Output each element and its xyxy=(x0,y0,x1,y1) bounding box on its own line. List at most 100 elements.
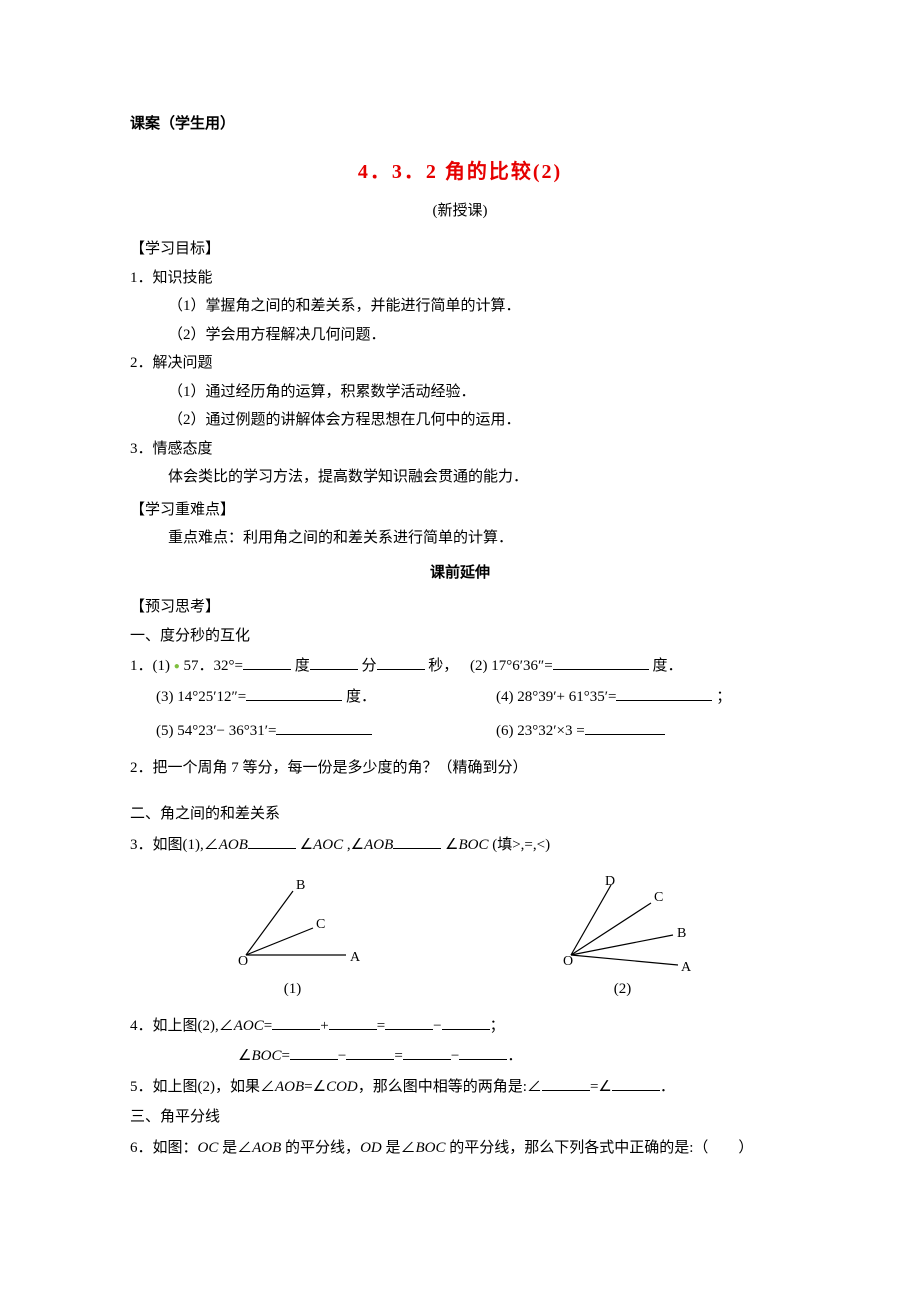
q4-minus: − xyxy=(433,1018,441,1034)
difficulty-heading: 【学习重难点】 xyxy=(130,496,790,525)
blank xyxy=(377,654,425,670)
q3-a3: AOB xyxy=(364,837,393,853)
blank xyxy=(248,833,296,849)
q6-t2: 的平分线， xyxy=(281,1140,360,1156)
svg-text:B: B xyxy=(677,926,686,941)
q1-p4a: (4) 28°39′+ 61°35′= xyxy=(496,689,616,705)
q1-row1: 1．(1) ● 57．32°= 度 分 秒， (2) 17°6′36″= 度． xyxy=(130,652,790,681)
q4-eq2: = xyxy=(377,1018,385,1034)
q1-p1a: 57．32°= xyxy=(184,658,243,674)
pre-heading: 课前延伸 xyxy=(130,559,790,588)
q4-eq3: = xyxy=(281,1048,289,1064)
goals-s1-h: 1．知识技能 xyxy=(130,264,790,293)
q4-eq4: = xyxy=(394,1048,402,1064)
page-title: 4．3．2 角的比较(2) xyxy=(130,153,790,191)
q4-dot: ． xyxy=(507,1048,522,1064)
blank xyxy=(290,1044,338,1060)
blank xyxy=(585,719,665,735)
q1-p1d: 秒， xyxy=(428,658,458,674)
q2: 2．把一个周角 7 等分，每一份是多少度的角？（精确到分） xyxy=(130,754,790,783)
goals-s1-i2: （2）学会用方程解决几何问题． xyxy=(130,321,790,350)
q1-p3b: 度． xyxy=(346,689,376,705)
blank xyxy=(329,1014,377,1030)
q4-a: AOC xyxy=(234,1018,264,1034)
q1-p1c: 分 xyxy=(362,658,377,674)
goals-s2-i1: （1）通过经历角的运算，积累数学活动经验． xyxy=(130,378,790,407)
blank xyxy=(393,833,441,849)
blank xyxy=(243,654,291,670)
preview-heading: 【预习思考】 xyxy=(130,593,790,622)
marker-icon: ● xyxy=(174,661,180,672)
q5-a: AOB xyxy=(275,1079,304,1095)
q1-row2: (3) 14°25′12″= 度． (4) 28°39′+ 61°35′= ； xyxy=(130,683,790,712)
q3-a2: AOC xyxy=(313,837,343,853)
q6: 6．如图：OC 是∠AOB 的平分线，OD 是∠BOC 的平分线，那么下列各式中… xyxy=(130,1134,790,1163)
q1-row3: (5) 54°23′− 36°31′= (6) 23°32′×3 = xyxy=(130,717,790,746)
q6-lead: 6．如图： xyxy=(130,1140,198,1156)
goals-heading: 【学习目标】 xyxy=(130,235,790,264)
q4-semi: ； xyxy=(490,1018,505,1034)
goals-s3-h: 3．情感态度 xyxy=(130,435,790,464)
section-b: 二、角之间的和差关系 xyxy=(130,800,790,829)
q1-p2b: 度． xyxy=(652,658,682,674)
q4-lead2: ∠ xyxy=(238,1048,251,1064)
svg-text:A: A xyxy=(681,960,692,973)
q5-mid: ，那么图中相等的两角是:∠ xyxy=(358,1079,542,1095)
svg-text:A: A xyxy=(350,950,361,965)
q1-p2a: (2) 17°6′36″= xyxy=(470,658,553,674)
blank xyxy=(542,1075,590,1091)
q6-boc: BOC xyxy=(416,1140,446,1156)
q3-m3: ∠ xyxy=(445,837,458,853)
q3-lead: 3．如图(1),∠ xyxy=(130,837,219,853)
q4-plus: + xyxy=(320,1018,328,1034)
page-subtitle: (新授课) xyxy=(130,197,790,226)
difficulty-text: 重点难点：利用角之间的和差关系进行简单的计算． xyxy=(130,524,790,553)
q4-eq: = xyxy=(264,1018,272,1034)
q1-p6a: (6) 23°32′×3 = xyxy=(496,723,585,739)
blank xyxy=(403,1044,451,1060)
blank xyxy=(272,1014,320,1030)
blank xyxy=(385,1014,433,1030)
svg-text:C: C xyxy=(654,890,663,905)
q4-line1: 4．如上图(2),∠AOC=+=−； xyxy=(130,1012,790,1041)
q5-eq: =∠ xyxy=(304,1079,326,1095)
q4-lead: 4．如上图(2),∠ xyxy=(130,1018,234,1034)
goals-s3-i1: 体会类比的学习方法，提高数学知识融会贯通的能力． xyxy=(130,463,790,492)
q5-eq2: =∠ xyxy=(590,1079,612,1095)
q1-lead: 1．(1) xyxy=(130,658,174,674)
blank xyxy=(346,1044,394,1060)
q6-od: OD xyxy=(360,1140,382,1156)
blank xyxy=(246,685,342,701)
q3-m1: ∠ xyxy=(300,837,313,853)
q6-oc: OC xyxy=(198,1140,219,1156)
q6-t4: 的平分线，那么下列各式中正确的是:（ ） xyxy=(446,1140,754,1156)
q5-b: COD xyxy=(326,1079,358,1095)
q4-minus2: − xyxy=(338,1048,346,1064)
q1-p1b: 度 xyxy=(295,658,310,674)
goals-s2-i2: （2）通过例题的讲解体会方程思想在几何中的运用． xyxy=(130,406,790,435)
q3-a1: AOB xyxy=(219,837,248,853)
q6-aob: AOB xyxy=(252,1140,281,1156)
blank xyxy=(310,654,358,670)
q1-p4b: ； xyxy=(716,689,731,705)
q4-b: BOC xyxy=(251,1048,281,1064)
svg-text:O: O xyxy=(238,954,248,969)
q5: 5．如上图(2)，如果∠AOB=∠COD，那么图中相等的两角是:∠=∠． xyxy=(130,1073,790,1102)
q1-p5a: (5) 54°23′− 36°31′= xyxy=(156,723,276,739)
goals-s1-i1: （1）掌握角之间的和差关系，并能进行简单的计算． xyxy=(130,292,790,321)
q5-lead: 5．如上图(2)，如果∠ xyxy=(130,1079,275,1095)
figure-2: O A B C D (2) xyxy=(543,873,703,1004)
section-a: 一、度分秒的互化 xyxy=(130,622,790,651)
figure-2-label: (2) xyxy=(543,975,703,1004)
blank xyxy=(612,1075,660,1091)
q4-minus3: − xyxy=(451,1048,459,1064)
q6-t3: 是∠ xyxy=(382,1140,416,1156)
q6-t1: 是∠ xyxy=(218,1140,252,1156)
q1-p3a: (3) 14°25′12″= xyxy=(156,689,246,705)
blank xyxy=(616,685,712,701)
header-note: 课案（学生用） xyxy=(130,110,790,139)
svg-text:O: O xyxy=(563,954,573,969)
goals-s2-h: 2．解决问题 xyxy=(130,349,790,378)
blank xyxy=(276,719,372,735)
q5-dot: ． xyxy=(660,1079,675,1095)
